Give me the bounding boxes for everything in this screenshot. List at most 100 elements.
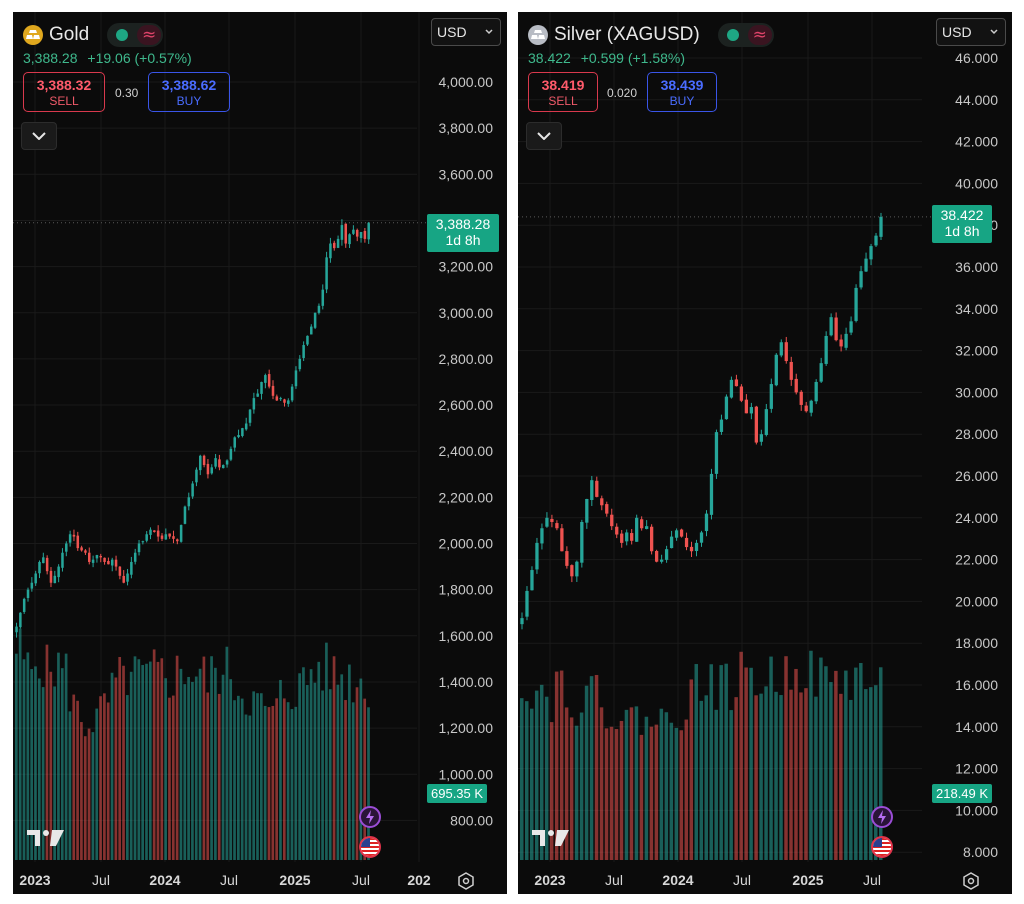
candle-body [30,582,34,589]
tradingview-logo-icon [532,830,569,846]
gold-chart-panel[interactable]: 4,000.003,800.003,600.003,400.003,200.00… [13,12,507,894]
candle-body [91,559,95,563]
candle-body [689,546,694,552]
volume-bar [275,698,278,860]
currency-select[interactable]: USD [936,18,1006,46]
candle-body [580,521,584,563]
volume-bar [60,668,64,860]
volume-bar [594,674,599,860]
silver-bars-icon [528,25,548,45]
candle-body [225,460,229,465]
volume-bar [210,656,213,860]
volume-bar [719,665,723,860]
price-axis-label: 4,000.00 [439,74,494,90]
market-status-pill[interactable]: ≈ [717,23,774,47]
us-flag-icon[interactable] [871,836,893,858]
candle-body [19,612,22,628]
candle-body [575,561,579,577]
volume-bar [819,657,823,860]
candle-body [218,459,221,468]
candle-body [202,455,206,466]
market-open-dot-icon [726,29,739,41]
current-price: 38.422 [528,50,571,66]
volume-bar [604,728,609,860]
candle-body [340,225,344,240]
gold-chart-canvas[interactable]: 4,000.003,800.003,600.003,400.003,200.00… [13,12,507,894]
candle-body [168,533,171,537]
volume-bar [237,695,240,860]
candle-body [839,339,843,347]
candle-body [302,345,305,358]
volume-bar [217,693,221,860]
symbol-title[interactable]: Silver (XAGUSD) [554,24,700,45]
volume-bar [359,678,363,860]
candle-body [804,405,808,412]
volume-bar [794,668,798,860]
volume-bar [106,702,110,860]
volume-bar [694,664,699,860]
price-axis-label: 1,000.00 [439,766,494,782]
currency-select[interactable]: USD [431,18,501,46]
buy-button[interactable]: 3,388.62 BUY [148,72,230,112]
sell-button[interactable]: 38.419 SELL [528,72,598,112]
candle-body [352,229,355,234]
volume-bar [137,659,141,860]
price-axis-label: 3,200.00 [439,259,494,275]
candle-body [110,559,114,566]
silver-chart-panel[interactable]: 46.00044.00042.00040.00038.00036.00034.0… [518,12,1012,894]
volume-bar [554,671,559,860]
us-flag-icon[interactable] [359,836,381,858]
last-price-value: 3,388.28 [435,216,491,232]
volume-bar [629,707,634,860]
volume-bar [684,719,689,860]
symbol-title[interactable]: Gold [49,24,90,45]
lightning-icon[interactable] [359,806,381,828]
candle-body [714,432,719,474]
time-axis-bg [13,862,507,894]
volume-bar [129,671,133,860]
volume-bar [206,692,210,860]
candle-body [709,473,714,515]
volume-bar [290,709,294,860]
volume-bar [649,726,654,860]
buy-button[interactable]: 38.439 BUY [647,72,717,112]
buy-label: BUY [176,94,202,108]
volume-bar [248,715,252,860]
volume-bar [634,706,639,860]
volume-bar [259,693,263,860]
candle-body [635,517,639,542]
price-axis-label: 14.000 [955,719,998,735]
collapse-button[interactable] [526,122,562,150]
candle-body [625,532,629,542]
sell-button[interactable]: 3,388.32 SELL [23,72,105,112]
volume-bar [869,687,873,860]
settings-hexagon-icon[interactable] [457,872,475,890]
volume-bar [233,700,236,860]
volume-bar [244,714,248,860]
volume-bar [744,667,748,860]
settings-hexagon-icon[interactable] [962,872,980,890]
collapse-button[interactable] [21,122,57,150]
volume-bar [328,689,332,860]
price-axis-label: 42.000 [955,134,998,150]
volume-bar [240,698,244,860]
volume-bar [34,666,37,860]
countdown-value: 1d 8h [445,232,481,248]
candle-body [719,419,724,432]
candle-body [122,575,125,583]
candle-body [275,396,279,401]
candle-body [684,537,689,548]
market-status-pill[interactable]: ≈ [107,23,164,47]
volume-bar [313,682,317,860]
candle-body [114,559,118,567]
symbol-header: Silver (XAGUSD) ≈ [528,20,774,50]
candle-body [630,533,634,541]
volume-bar [348,664,351,860]
volume-bar [76,700,79,860]
lightning-icon[interactable] [871,806,893,828]
silver-chart-canvas[interactable]: 46.00044.00042.00040.00038.00036.00034.0… [518,12,1012,894]
volume-bar [679,730,684,860]
volume-bar [834,670,838,860]
candle-body [774,354,778,386]
volume-bar [267,707,271,860]
